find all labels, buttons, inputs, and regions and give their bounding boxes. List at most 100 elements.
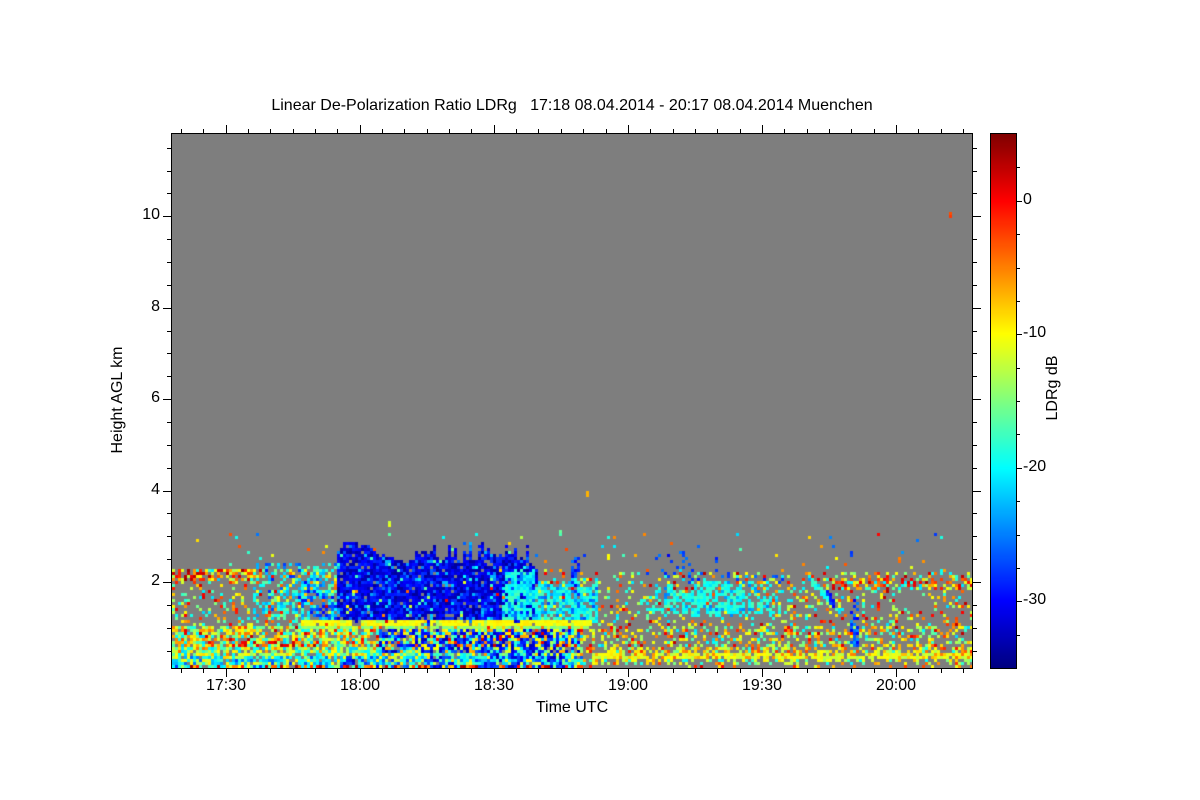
- x-axis-minor-tick: [851, 129, 852, 133]
- colorbar-minor-tick: [1017, 268, 1020, 269]
- x-tick-label: 17:30: [205, 677, 247, 694]
- y-axis-minor-tick: [973, 148, 977, 149]
- x-axis-minor-tick: [673, 129, 674, 133]
- colorbar-tick: [1017, 601, 1022, 602]
- x-axis-tick: [360, 125, 361, 133]
- x-axis-minor-tick: [427, 129, 428, 133]
- chart-title: Linear De-Polarization Ratio LDRg 17:18 …: [271, 97, 873, 114]
- x-axis-minor-tick: [538, 669, 539, 673]
- heatmap-canvas: [172, 134, 972, 668]
- colorbar-minor-tick: [1017, 167, 1020, 168]
- colorbar: [990, 133, 1017, 669]
- x-axis-minor-tick: [740, 129, 741, 133]
- x-axis-tick: [494, 125, 495, 133]
- x-axis-minor-tick: [337, 669, 338, 673]
- x-axis-minor-tick: [516, 129, 517, 133]
- x-axis-minor-tick: [427, 669, 428, 673]
- y-tick-label: 4: [151, 481, 160, 498]
- x-axis-minor-tick: [717, 129, 718, 133]
- colorbar-title: LDRg dB: [1044, 355, 1061, 421]
- x-axis-minor-tick: [673, 669, 674, 673]
- x-tick-label: 19:30: [741, 677, 783, 694]
- y-axis-minor-tick: [973, 628, 977, 629]
- y-axis-minor-tick: [167, 331, 171, 332]
- x-axis-minor-tick: [963, 669, 964, 673]
- y-axis-minor-tick: [973, 445, 977, 446]
- x-axis-tick: [762, 125, 763, 133]
- y-axis-minor-tick: [167, 148, 171, 149]
- y-axis-minor-tick: [167, 239, 171, 240]
- x-axis-minor-tick: [404, 669, 405, 673]
- y-axis-minor-tick: [167, 468, 171, 469]
- colorbar-minor-tick: [1017, 301, 1020, 302]
- colorbar-minor-tick: [1017, 535, 1020, 536]
- x-axis-minor-tick: [807, 669, 808, 673]
- y-axis-minor-tick: [167, 353, 171, 354]
- y-axis-minor-tick: [973, 193, 977, 194]
- colorbar-minor-tick: [1017, 434, 1020, 435]
- x-tick-label: 18:00: [339, 677, 381, 694]
- x-axis-minor-tick: [874, 129, 875, 133]
- y-axis-minor-tick: [167, 605, 171, 606]
- y-axis-minor-tick: [167, 285, 171, 286]
- x-axis-minor-tick: [650, 669, 651, 673]
- x-axis-minor-tick: [315, 129, 316, 133]
- colorbar-minor-tick: [1017, 234, 1020, 235]
- x-axis-minor-tick: [918, 669, 919, 673]
- x-axis-minor-tick: [941, 669, 942, 673]
- x-axis-minor-tick: [337, 129, 338, 133]
- x-axis-minor-tick: [181, 669, 182, 673]
- colorbar-minor-tick: [1017, 501, 1020, 502]
- y-axis-minor-tick: [167, 376, 171, 377]
- y-axis-tick: [163, 308, 171, 309]
- y-axis-tick: [163, 399, 171, 400]
- colorbar-tick-label: -20: [1023, 458, 1047, 475]
- y-tick-label: 8: [151, 298, 160, 315]
- y-axis-tick: [973, 399, 981, 400]
- heatmap-plot: [171, 133, 973, 669]
- colorbar-minor-tick: [1017, 635, 1020, 636]
- x-axis-minor-tick: [807, 129, 808, 133]
- x-tick-label: 20:00: [875, 677, 917, 694]
- x-axis-minor-tick: [874, 669, 875, 673]
- x-axis-minor-tick: [829, 129, 830, 133]
- y-axis-minor-tick: [167, 536, 171, 537]
- x-axis-tick: [226, 125, 227, 133]
- y-axis-minor-tick: [167, 262, 171, 263]
- x-axis-tick: [494, 669, 495, 677]
- x-axis-minor-tick: [270, 129, 271, 133]
- x-axis-tick: [360, 669, 361, 677]
- x-axis-minor-tick: [963, 129, 964, 133]
- x-axis-minor-tick: [181, 129, 182, 133]
- y-axis-tick: [163, 216, 171, 217]
- x-axis-minor-tick: [784, 129, 785, 133]
- y-axis-minor-tick: [167, 651, 171, 652]
- y-axis-minor-tick: [973, 605, 977, 606]
- colorbar-minor-tick: [1017, 368, 1020, 369]
- x-axis-minor-tick: [248, 669, 249, 673]
- x-axis-minor-tick: [516, 669, 517, 673]
- y-axis-tick: [163, 582, 171, 583]
- y-axis-minor-tick: [167, 171, 171, 172]
- x-axis-minor-tick: [449, 669, 450, 673]
- x-axis-minor-tick: [784, 669, 785, 673]
- y-axis-minor-tick: [167, 628, 171, 629]
- y-axis-tick: [973, 216, 981, 217]
- x-axis-minor-tick: [382, 129, 383, 133]
- x-axis-tick: [896, 125, 897, 133]
- colorbar-tick-label: 0: [1023, 191, 1032, 208]
- y-axis-minor-tick: [973, 285, 977, 286]
- y-axis-minor-tick: [973, 422, 977, 423]
- x-axis-minor-tick: [561, 669, 562, 673]
- colorbar-canvas: [991, 134, 1016, 668]
- x-axis-minor-tick: [606, 669, 607, 673]
- y-tick-label: 2: [151, 572, 160, 589]
- x-axis-title: Time UTC: [535, 699, 609, 716]
- x-axis-minor-tick: [382, 669, 383, 673]
- x-tick-label: 18:30: [473, 677, 515, 694]
- y-tick-label: 6: [151, 389, 160, 406]
- y-axis-minor-tick: [167, 193, 171, 194]
- x-axis-minor-tick: [203, 669, 204, 673]
- y-axis-minor-tick: [973, 171, 977, 172]
